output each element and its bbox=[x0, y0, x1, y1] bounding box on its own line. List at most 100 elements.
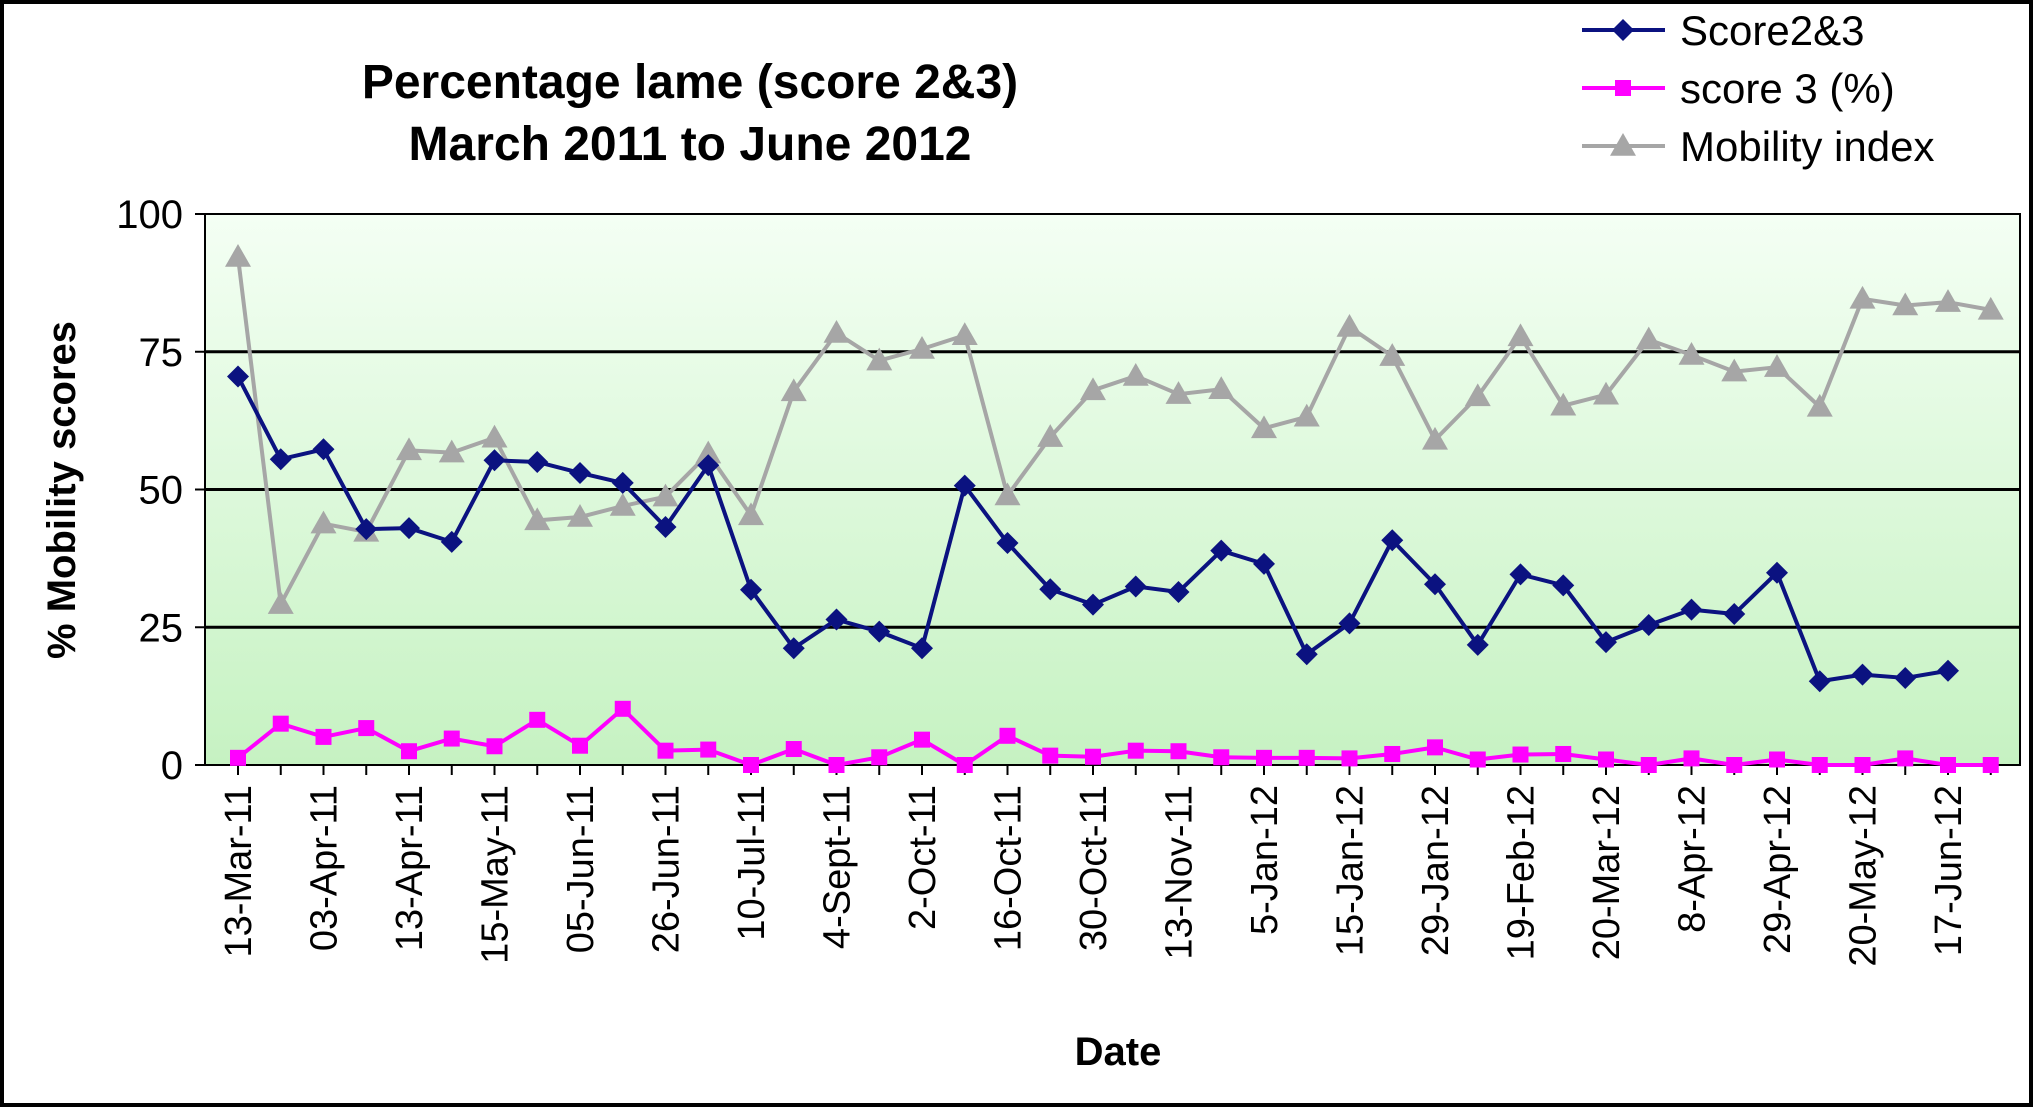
data-point bbox=[1427, 739, 1443, 756]
data-point bbox=[1165, 381, 1192, 404]
data-point bbox=[1127, 742, 1144, 759]
data-point bbox=[398, 517, 420, 540]
data-point bbox=[1422, 426, 1448, 450]
data-point bbox=[1723, 603, 1746, 626]
data-point bbox=[1593, 381, 1619, 405]
x-axis-title: Date bbox=[1075, 1030, 1162, 1074]
data-point bbox=[740, 578, 762, 601]
data-point bbox=[1721, 358, 1748, 382]
data-point bbox=[1937, 659, 1959, 682]
data-point bbox=[738, 502, 764, 526]
data-point bbox=[871, 749, 888, 766]
x-tick-label: 15-May-11 bbox=[475, 785, 517, 964]
chart-title-line-1: Percentage lame (score 2&3) bbox=[362, 56, 1018, 109]
data-point bbox=[1251, 415, 1277, 439]
data-point bbox=[1894, 666, 1917, 689]
data-point bbox=[823, 320, 850, 343]
legend-marker bbox=[1612, 19, 1634, 41]
data-point bbox=[572, 737, 588, 754]
data-point bbox=[1512, 746, 1529, 763]
data-point bbox=[1381, 529, 1404, 552]
data-point bbox=[1384, 745, 1401, 762]
data-point bbox=[1080, 377, 1106, 401]
data-point bbox=[1295, 643, 1318, 666]
data-point bbox=[1509, 563, 1532, 586]
data-point bbox=[483, 449, 506, 472]
data-point bbox=[1808, 670, 1831, 693]
data-point bbox=[1851, 663, 1874, 686]
data-point bbox=[569, 461, 591, 484]
data-point bbox=[994, 482, 1021, 506]
data-point bbox=[1940, 757, 1956, 773]
x-tick-label: 29-Apr-12 bbox=[1757, 785, 1799, 954]
data-point bbox=[996, 531, 1019, 554]
y-tick-label: 100 bbox=[116, 193, 183, 237]
x-tick-label: 29-Jan-12 bbox=[1415, 785, 1457, 956]
data-point bbox=[1293, 403, 1320, 427]
x-tick-label: 17-Jun-12 bbox=[1928, 785, 1970, 956]
data-point bbox=[1977, 296, 2004, 320]
x-tick-label: 20-Mar-12 bbox=[1586, 785, 1628, 960]
data-point bbox=[1892, 292, 1919, 316]
data-point bbox=[1424, 573, 1446, 596]
data-point bbox=[909, 335, 935, 359]
x-tick-label: 10-Jul-11 bbox=[731, 785, 773, 941]
data-point bbox=[443, 730, 460, 747]
data-point bbox=[1680, 598, 1703, 621]
data-point bbox=[227, 365, 249, 388]
data-point bbox=[567, 504, 593, 527]
x-tick-label: 2-Oct-11 bbox=[902, 785, 944, 930]
x-tick-label: 4-Sept-11 bbox=[817, 785, 859, 949]
x-tick-label: 16-Oct-11 bbox=[988, 785, 1030, 951]
data-point bbox=[614, 700, 631, 717]
x-tick-label: 13-Mar-11 bbox=[218, 785, 260, 957]
data-point bbox=[1210, 539, 1233, 562]
data-point bbox=[956, 757, 973, 773]
x-axis-ticks: 13-Mar-11 03-Apr-11 13-Apr-11 15-May-11 05-J… bbox=[218, 765, 1992, 967]
data-point bbox=[868, 620, 891, 643]
legend-label: Mobility index bbox=[1680, 123, 1934, 170]
data-point bbox=[401, 743, 417, 760]
data-point bbox=[743, 757, 759, 773]
data-point bbox=[358, 720, 375, 737]
x-tick-label: 26-Jun-11 bbox=[646, 785, 688, 953]
data-point bbox=[267, 591, 294, 614]
data-point bbox=[230, 749, 246, 766]
data-point bbox=[1897, 750, 1914, 767]
data-point bbox=[1336, 313, 1363, 337]
data-point bbox=[1082, 593, 1104, 616]
data-point bbox=[1298, 749, 1315, 766]
y-tick-label: 25 bbox=[139, 606, 184, 650]
data-point bbox=[1464, 383, 1491, 407]
data-point bbox=[481, 424, 508, 448]
data-point bbox=[269, 448, 292, 471]
data-point bbox=[1766, 561, 1788, 584]
data-point bbox=[1637, 614, 1660, 637]
data-point bbox=[1935, 289, 1961, 312]
data-point bbox=[1769, 751, 1785, 768]
data-point bbox=[1854, 757, 1871, 773]
x-tick-label: 19-Feb-12 bbox=[1501, 785, 1543, 960]
data-point bbox=[1124, 575, 1147, 598]
data-point bbox=[1167, 580, 1190, 603]
y-tick-label: 50 bbox=[139, 469, 184, 513]
data-point bbox=[438, 439, 465, 463]
x-tick-label: 13-Apr-11 bbox=[389, 785, 431, 951]
series-1 bbox=[230, 700, 1999, 773]
x-tick-label: 30-Oct-11 bbox=[1073, 785, 1115, 951]
x-tick-label: 15-Jan-12 bbox=[1330, 785, 1372, 956]
data-point bbox=[1811, 757, 1828, 773]
data-point bbox=[225, 243, 251, 267]
legend-marker bbox=[1615, 80, 1631, 96]
data-point bbox=[1849, 285, 1876, 309]
data-point bbox=[310, 510, 337, 534]
data-point bbox=[1469, 751, 1486, 768]
data-point bbox=[1598, 751, 1614, 768]
data-point bbox=[526, 450, 549, 473]
data-point bbox=[1037, 424, 1064, 447]
data-point bbox=[355, 518, 378, 541]
data-point bbox=[825, 608, 848, 631]
data-point bbox=[695, 440, 722, 464]
data-point bbox=[782, 637, 805, 660]
